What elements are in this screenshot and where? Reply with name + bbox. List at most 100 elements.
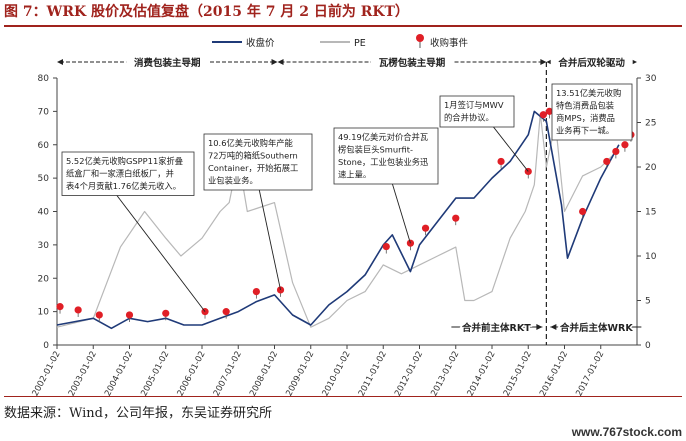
event-marker [603,157,611,166]
phase-label-bg [370,54,453,70]
event-marker [539,111,547,119]
annotation-box [203,133,313,191]
annotation-text: 纸盒厂和一家漂白纸板厂，并 [66,169,174,179]
annotation-leader [487,119,529,172]
annotation-text: Stone，工业包装业务迅 [338,157,429,167]
x-tick-label: 2010-01-02 [321,350,353,396]
event-marker [612,147,620,156]
phase-label: 合并后双轮驱动 [558,57,625,69]
y-tick-label-left: 20 [38,274,50,284]
annotation-box [61,151,195,196]
annotation-text: 特色消费品包装 [556,101,614,111]
annotation-text: Container，开始拓展工 [208,163,298,173]
x-tick-label: 2009-01-02 [284,350,316,396]
y-tick-label-left: 0 [43,341,49,351]
y-tick-label-left: 50 [38,174,50,184]
x-tick-label: 2011-01-02 [357,350,389,396]
y-tick-label-left: 10 [38,308,50,318]
x-tick-label: 2007-01-02 [212,350,244,396]
x-tick-label: 2014-01-02 [466,350,498,396]
y-tick-label-left: 70 [38,107,50,117]
event-marker [74,306,82,314]
x-tick-label: 2017-01-02 [574,350,606,396]
series-line-pe [56,113,620,328]
annotation-text: 楞包装巨头Smurfit- [338,145,413,155]
figure-title: 图 7：WRK 股价及估值复盘（2015 年 7 月 2 日前为 RKT） [4,4,409,20]
x-tick-label: 2004-01-02 [103,350,135,396]
annotation-text: 13.51亿美元收购 [556,88,621,98]
x-tick-label: 2013-01-02 [429,350,461,396]
event-marker [95,311,103,319]
x-tick-label: 2015-01-02 [502,350,534,396]
y-tick-label-right: 5 [645,297,651,307]
annotation-text: 10.6亿美元收购年产能 [208,138,293,148]
phase-label: 瓦楞包装主导期 [379,57,446,69]
annotation-leader [111,188,206,312]
annotation-text: 72万吨的箱纸Southern [208,151,298,161]
annotation-box [439,95,515,128]
event-marker [497,157,505,166]
event-marker [162,309,170,317]
x-tick-label: 2008-01-02 [248,350,280,396]
annotation-text: 1月签订与MWV [444,100,504,110]
annotation-text: 49.19亿美元对价合并瓦 [338,132,428,142]
event-marker [252,288,260,296]
y-tick-label-right: 30 [645,74,657,84]
lower-arrow-left-head [536,324,543,330]
y-tick-label-left: 30 [38,241,50,251]
legend-label: 收购事件 [430,37,469,49]
x-tick-label: 2012-01-02 [393,350,425,396]
legend-label: 收盘价 [246,37,275,49]
annotation-leader [389,175,411,244]
event-marker [545,107,553,115]
event-marker [579,207,587,216]
annotation-text: 表4个月贡献1.76亿美元收入。 [66,181,181,191]
phase-label-bg [126,54,209,70]
annotation-leader [257,183,281,291]
legend-event-marker [416,34,424,42]
annotation-text: 业务再下一城。 [556,126,614,136]
x-tick-label: 2003-01-02 [67,350,99,396]
annotation-box [333,127,439,185]
event-marker [125,311,134,319]
event-marker [222,308,230,316]
annotation-text: 5.52亿美元收购GSPP11家折叠 [66,156,183,166]
annotation-text: 速上量。 [338,170,371,180]
event-marker [421,224,430,232]
phase-arrow-head [57,59,63,65]
x-tick-label: 2002-01-02 [31,350,63,396]
bottom-rule [4,396,682,397]
y-tick-label-left: 60 [38,141,50,151]
title-rule [4,25,682,27]
phase-label-bg [550,54,633,70]
y-tick-label-left: 80 [38,74,50,84]
phase-arrow-head [540,59,547,65]
event-marker [56,303,64,311]
watermark: www.767stock.com [571,425,682,439]
lower-label-right: 合并后主体WRK [560,322,633,334]
annotation-text: 商MPS，消费品 [556,113,615,123]
event-marker [452,214,460,222]
y-tick-label-right: 0 [645,341,651,351]
series-line-price [56,110,620,330]
x-tick-label: 2006-01-02 [176,350,208,396]
legend-label: PE [354,38,366,49]
annotation-box [551,83,633,141]
x-tick-label: 2005-01-02 [139,350,171,396]
lower-label-left: 合并前主体RKT [462,322,531,334]
lower-arrow-right-head [550,324,557,330]
source-note: 数据来源：Wind，公司年报，东吴证券研究所 [4,406,272,421]
annotation-text: 业包装业务。 [208,176,258,186]
phase-arrow-head [277,59,284,65]
annotation-text: 的合并协议。 [444,113,494,123]
phase-arrow-head [271,59,278,65]
y-tick-label-right: 10 [645,252,657,262]
y-tick-label-left: 40 [38,208,50,218]
y-tick-label-right: 20 [645,163,657,173]
x-tick-label: 2016-01-02 [538,350,570,396]
event-marker [621,141,629,149]
y-tick-label-right: 15 [645,208,656,218]
phase-label: 消费包装主导期 [134,57,201,69]
event-marker [382,242,390,251]
